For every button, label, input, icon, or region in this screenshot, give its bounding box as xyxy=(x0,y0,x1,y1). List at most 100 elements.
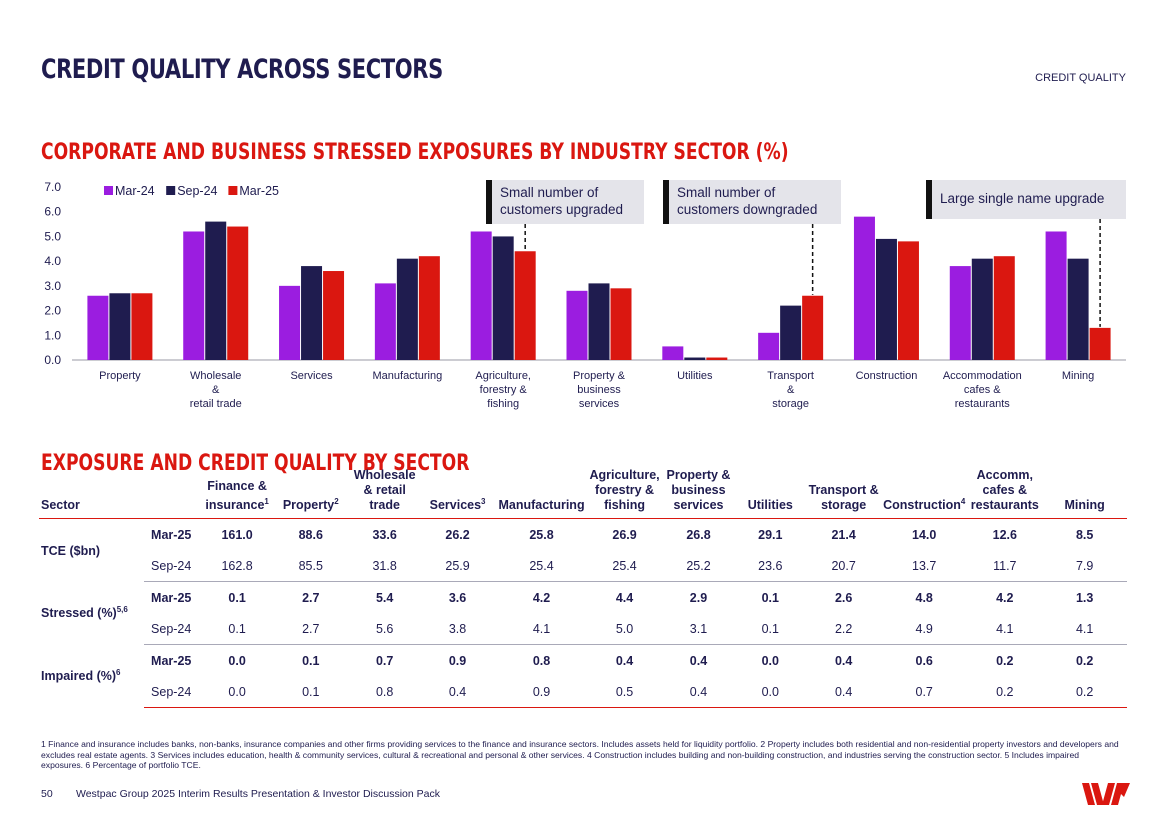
table-cell: 23.6 xyxy=(734,550,807,582)
col-transport-line1: Transport & xyxy=(808,483,879,497)
table-cell: 11.7 xyxy=(967,550,1043,582)
table-cell: 0.7 xyxy=(881,676,968,708)
table-cell: 4.1 xyxy=(967,613,1043,645)
col-accomm-line2: cafes & xyxy=(982,483,1028,497)
table-cell: 5.6 xyxy=(350,613,419,645)
x-tick-label-line: cafes & xyxy=(964,384,1001,396)
row-group-label: Impaired (%)6 xyxy=(39,645,144,708)
x-tick-label-line: Construction xyxy=(856,370,918,382)
bar-mar-25 xyxy=(610,288,632,360)
x-tick-label-line: Services xyxy=(290,370,333,382)
col-utilities: Utilities xyxy=(734,468,807,519)
table-cell: 0.1 xyxy=(228,590,246,605)
col-transport: Transport & storage xyxy=(806,468,882,519)
row-group-label-sup: 5,6 xyxy=(116,605,128,615)
table-cell: 162.8 xyxy=(203,550,271,582)
col-propbus-line2: business xyxy=(671,483,726,497)
row-period: Sep-24 xyxy=(143,613,204,645)
bar-mar-24 xyxy=(853,216,875,360)
section-label: CREDIT QUALITY xyxy=(1035,72,1126,84)
table-cell: 0.4 xyxy=(806,676,882,708)
bar-mar-25 xyxy=(897,241,919,360)
legend-label: Mar-24 xyxy=(115,184,155,198)
x-tick-label-line: Utilities xyxy=(677,370,713,382)
table-cell: 0.4 xyxy=(615,653,634,668)
col-manufacturing: Manufacturing xyxy=(496,468,587,519)
table-cell: 4.2 xyxy=(996,590,1014,605)
table-cell: 0.4 xyxy=(689,653,708,668)
x-tick-label-line: Agriculture, xyxy=(475,370,531,382)
x-tick-label: Wholesale & retail trade xyxy=(190,370,242,410)
table-cell: 2.2 xyxy=(806,613,882,645)
y-tick-label: 2.0 xyxy=(44,304,61,318)
page-number: 50 xyxy=(41,788,53,800)
x-tick-label-line: retail trade xyxy=(190,398,242,410)
table-cell: 4.1 xyxy=(496,613,587,645)
table-cell: 0.2 xyxy=(996,653,1014,668)
table-cell: 25.4 xyxy=(586,550,663,582)
row-group-label: TCE ($bn) xyxy=(39,519,144,582)
table-cell: 2.7 xyxy=(302,590,320,605)
bar-sep-24 xyxy=(971,258,993,360)
y-tick-label: 6.0 xyxy=(44,205,61,219)
table-cell: 26.9 xyxy=(612,527,637,542)
col-wholesale-line1: Wholesale xyxy=(353,468,416,482)
x-tick-label: Accommodation cafes & restaurants xyxy=(943,370,1022,410)
col-construction: Construction4 xyxy=(881,468,968,519)
x-tick-label: Manufacturing xyxy=(373,370,443,382)
bar-sep-24 xyxy=(492,236,514,360)
col-propbus-line1: Property & xyxy=(666,468,731,482)
table-cell: 25.2 xyxy=(662,550,735,582)
bar-mar-24 xyxy=(566,290,588,360)
bar-mar-24 xyxy=(374,283,396,360)
x-tick-label: Property xyxy=(99,370,141,382)
bar-mar-25 xyxy=(706,357,728,360)
col-construction-sup: 4 xyxy=(960,496,966,506)
bar-sep-24 xyxy=(396,258,418,360)
table-cell: 25.8 xyxy=(529,527,554,542)
bar-sep-24 xyxy=(684,357,706,360)
x-tick-label: Utilities xyxy=(677,370,713,382)
col-wholesale: Wholesale & retail trade xyxy=(350,468,419,519)
table-cell: 13.7 xyxy=(881,550,968,582)
col-agriculture: Agriculture, forestry & fishing xyxy=(586,468,663,519)
col-accomm-line3: restaurants xyxy=(970,498,1039,512)
table-cell: 2.7 xyxy=(270,613,351,645)
x-tick-label-line: fishing xyxy=(487,398,519,410)
table-cell: 0.1 xyxy=(203,613,271,645)
table-cell: 161.0 xyxy=(221,527,253,542)
table-cell: 0.2 xyxy=(1042,676,1127,708)
table-cell: 4.1 xyxy=(1042,613,1127,645)
table-cell: 3.6 xyxy=(448,590,467,605)
callout-upgraded-line1: Small number of xyxy=(500,185,599,200)
table-cell: 0.6 xyxy=(915,653,933,668)
table-cell: 0.9 xyxy=(448,653,467,668)
col-accomm-line1: Accomm, xyxy=(976,468,1033,482)
footnote: 1 Finance and insurance includes banks, … xyxy=(41,739,1119,770)
table-cell: 0.1 xyxy=(734,613,807,645)
westpac-logo xyxy=(1082,783,1130,805)
callout-downgraded: Small number of customers downgraded xyxy=(663,180,841,224)
table-cell: 2.9 xyxy=(689,590,708,605)
col-property-business: Property & business services xyxy=(662,468,735,519)
table-row: Impaired (%)6 Mar-25 0.0 0.1 0.7 0.9 0.8 0.4 0.4… xyxy=(39,645,1127,684)
bar-sep-24 xyxy=(780,305,802,360)
col-services: Services3 xyxy=(418,468,497,519)
bar-sep-24 xyxy=(205,221,227,360)
col-agriculture-line3: fishing xyxy=(604,498,646,512)
table-cell: 0.8 xyxy=(350,676,419,708)
table-cell: 29.1 xyxy=(758,527,783,542)
col-finance-sup: 1 xyxy=(264,496,269,506)
table-cell: 31.8 xyxy=(350,550,419,582)
bar-mar-24 xyxy=(949,266,971,360)
col-wholesale-line3: trade xyxy=(369,498,400,512)
table-row: Sep-24 0.0 0.1 0.8 0.4 0.9 0.5 0.4 0.0 0.4 0.7 0.2 0… xyxy=(39,676,1127,708)
table-cell: 0.4 xyxy=(418,676,497,708)
bar-mar-25 xyxy=(1089,327,1111,360)
x-tick-label: Transport & storage xyxy=(767,370,814,410)
y-tick-label: 7.0 xyxy=(44,180,61,194)
table-row: Sep-24 0.1 2.7 5.6 3.8 4.1 5.0 3.1 0.1 2.2 4.9 4.1 4… xyxy=(39,613,1127,645)
x-tick-label-line: Wholesale xyxy=(190,370,241,382)
x-tick-label-line: Property & xyxy=(573,370,626,382)
bar-mar-25 xyxy=(993,256,1015,360)
